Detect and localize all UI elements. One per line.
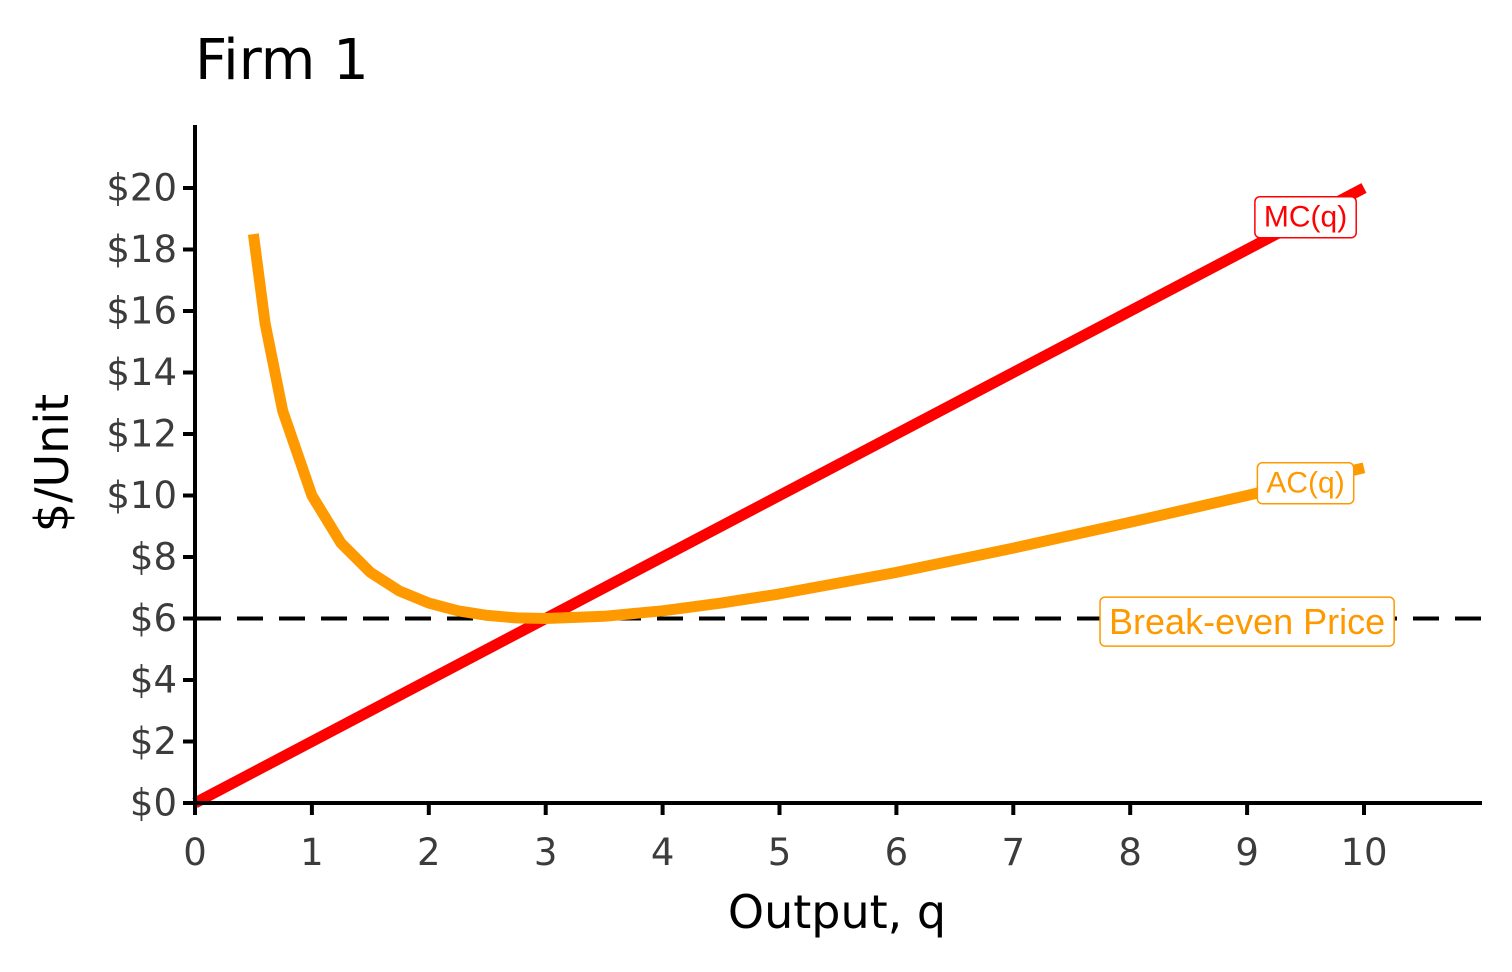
- x-tick-label: 2: [417, 831, 441, 874]
- x-axis-title: Output, q: [728, 885, 946, 939]
- series-line-mc-q: [192, 183, 1367, 808]
- x-tick-label: 9: [1235, 831, 1259, 874]
- y-tick-label: $2: [130, 720, 177, 763]
- ac-label: AC(q): [1266, 467, 1344, 500]
- ac-label-group: AC(q): [1256, 461, 1355, 505]
- y-tick-label: $18: [106, 228, 177, 271]
- y-tick-label: $0: [130, 782, 177, 825]
- y-axis-title: $/Unit: [25, 394, 79, 532]
- x-tick-label: 1: [300, 831, 324, 874]
- y-tick-label: $16: [106, 290, 177, 333]
- mc-label-box: [1254, 195, 1357, 239]
- y-axis-ticks: $0 $2 $4 $6 $8 $10 $12 $14 $16 $18 $20: [106, 167, 195, 825]
- mc-label: MC(q): [1264, 201, 1347, 234]
- curve-labels: MC(q) AC(q) Break-even Price: [1099, 195, 1395, 647]
- x-tick-label: 0: [183, 831, 207, 874]
- chart-title: Firm 1: [195, 28, 369, 93]
- y-tick-label: $20: [106, 167, 177, 210]
- y-tick-label: $12: [106, 413, 177, 456]
- x-tick-label: 5: [768, 831, 792, 874]
- x-tick-label: 10: [1340, 831, 1387, 874]
- y-tick-label: $8: [130, 536, 177, 579]
- x-axis-ticks: 0 1 2 3 4 5 6 7 8 9 10: [183, 803, 1388, 874]
- x-tick-label: 3: [534, 831, 558, 874]
- break-even-label: Break-even Price: [1109, 601, 1385, 642]
- x-tick-label: 4: [651, 831, 675, 874]
- x-tick-label: 7: [1002, 831, 1026, 874]
- y-tick-label: $14: [106, 351, 177, 394]
- series-line-ac-q: [247, 233, 1366, 624]
- break-even-label-group: Break-even Price: [1099, 596, 1395, 647]
- x-tick-label: 6: [885, 831, 909, 874]
- break-even-label-box: [1099, 596, 1395, 647]
- y-tick-label: $10: [106, 474, 177, 517]
- x-tick-label: 8: [1118, 831, 1142, 874]
- y-tick-label: $4: [130, 659, 177, 702]
- mc-label-group: MC(q): [1254, 195, 1357, 239]
- y-tick-label: $6: [130, 597, 177, 640]
- ac-label-box: [1256, 461, 1355, 505]
